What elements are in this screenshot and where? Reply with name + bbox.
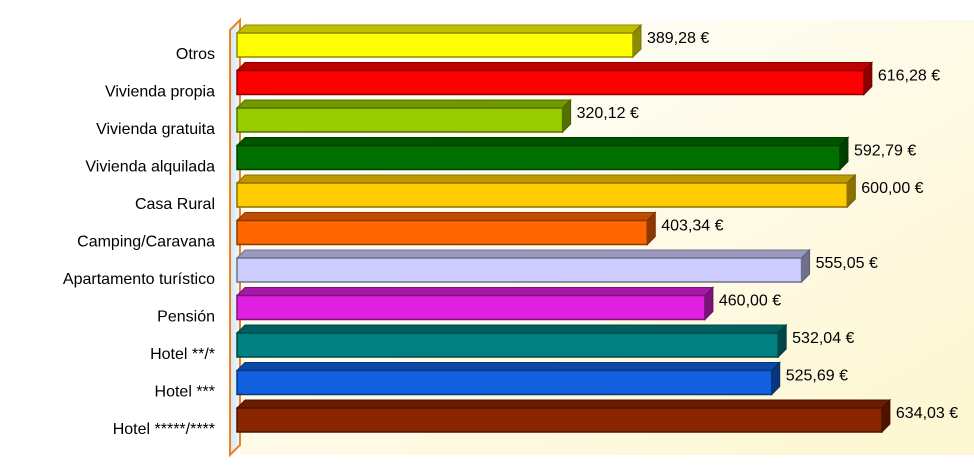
category-label: Hotel ***	[155, 384, 215, 401]
bar	[236, 369, 773, 396]
bar-top	[235, 287, 715, 296]
bar	[236, 32, 634, 58]
bar-top	[235, 399, 892, 409]
category-label: Vivienda gratuita	[96, 121, 215, 138]
bar	[236, 69, 865, 96]
bar-top	[235, 137, 850, 146]
value-label: 403,34 €	[661, 218, 723, 235]
bar-top	[235, 362, 781, 371]
bar	[236, 144, 841, 171]
value-label: 532,04 €	[792, 330, 854, 347]
bar	[236, 182, 849, 208]
bar	[236, 107, 564, 133]
value-label: 634,03 €	[896, 405, 958, 422]
value-label: 460,00 €	[719, 293, 781, 310]
category-label: Apartamento turístico	[63, 271, 215, 288]
category-label: Vivienda alquilada	[85, 159, 215, 176]
bar-top	[235, 212, 657, 221]
bar	[236, 407, 883, 433]
bar-top	[235, 99, 572, 109]
bar-top	[235, 174, 857, 184]
bar	[236, 257, 803, 283]
category-label: Hotel *****/****	[113, 421, 215, 438]
bar	[236, 219, 649, 246]
category-label: Hotel **/*	[150, 346, 215, 363]
category-label: Casa Rural	[135, 196, 215, 213]
bar	[236, 332, 779, 358]
value-label: 555,05 €	[816, 255, 878, 272]
category-label: Otros	[176, 46, 215, 63]
value-label: 592,79 €	[854, 143, 916, 160]
value-label: 616,28 €	[878, 68, 940, 85]
category-label: Pensión	[157, 309, 215, 326]
bar	[236, 294, 706, 321]
bar-top	[235, 62, 874, 71]
value-label: 600,00 €	[861, 180, 923, 197]
bar-top	[235, 324, 788, 334]
value-label: 389,28 €	[647, 30, 709, 47]
bar-top	[235, 24, 643, 34]
bar-top	[235, 249, 811, 259]
category-label: Camping/Caravana	[77, 234, 215, 251]
value-label: 525,69 €	[786, 368, 848, 385]
category-label: Vivienda propia	[105, 84, 215, 101]
value-label: 320,12 €	[577, 105, 639, 122]
